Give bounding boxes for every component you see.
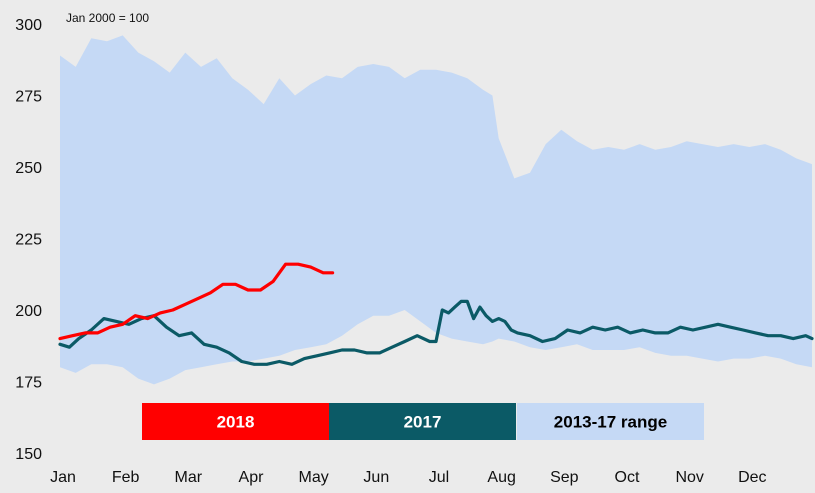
x-tick-label: Jul [429, 469, 449, 486]
x-tick-label: Jun [363, 469, 389, 486]
x-tick-label: Feb [112, 469, 140, 486]
series-layer [58, 262, 814, 366]
unit-label: Jan 2000 = 100 [66, 11, 149, 25]
y-tick-label: 250 [15, 160, 42, 177]
x-tick-label: Dec [738, 469, 766, 486]
legend-label-0: 2018 [217, 413, 255, 432]
x-tick-label: Mar [175, 469, 203, 486]
y-tick-label: 225 [15, 232, 42, 249]
x-tick-label: Sep [550, 469, 579, 486]
range-band-layer [60, 35, 812, 385]
legend-label-2: 2013-17 range [554, 413, 667, 432]
series-line-2018 [58, 262, 335, 341]
x-tick-label: May [299, 469, 329, 486]
legend: 2018 2017 2013-17 range [142, 403, 704, 440]
x-tick-label: Nov [675, 469, 703, 486]
x-tick-label: Oct [615, 469, 640, 486]
y-tick-label: 275 [15, 89, 42, 106]
x-tick-label: Apr [239, 469, 265, 486]
series-line-2017 [58, 299, 814, 366]
y-axis-ticks: 150 175 200 225 250 275 300 [15, 17, 42, 463]
x-tick-label: Aug [487, 469, 515, 486]
legend-label-1: 2017 [404, 413, 442, 432]
legend-swatch-0 [142, 403, 329, 440]
legend-swatch-1 [329, 403, 516, 440]
x-tick-label: Jan [50, 469, 76, 486]
y-tick-label: 300 [15, 17, 42, 34]
y-tick-label: 200 [15, 303, 42, 320]
x-axis-ticks: Jan Feb Mar Apr May Jun Jul Aug Sep Oct Nov Dec [50, 469, 766, 486]
y-tick-label: 150 [15, 446, 42, 463]
y-tick-label: 175 [15, 375, 42, 392]
range-band-2013-17 [60, 35, 812, 385]
legend-swatch-2 [517, 403, 704, 440]
